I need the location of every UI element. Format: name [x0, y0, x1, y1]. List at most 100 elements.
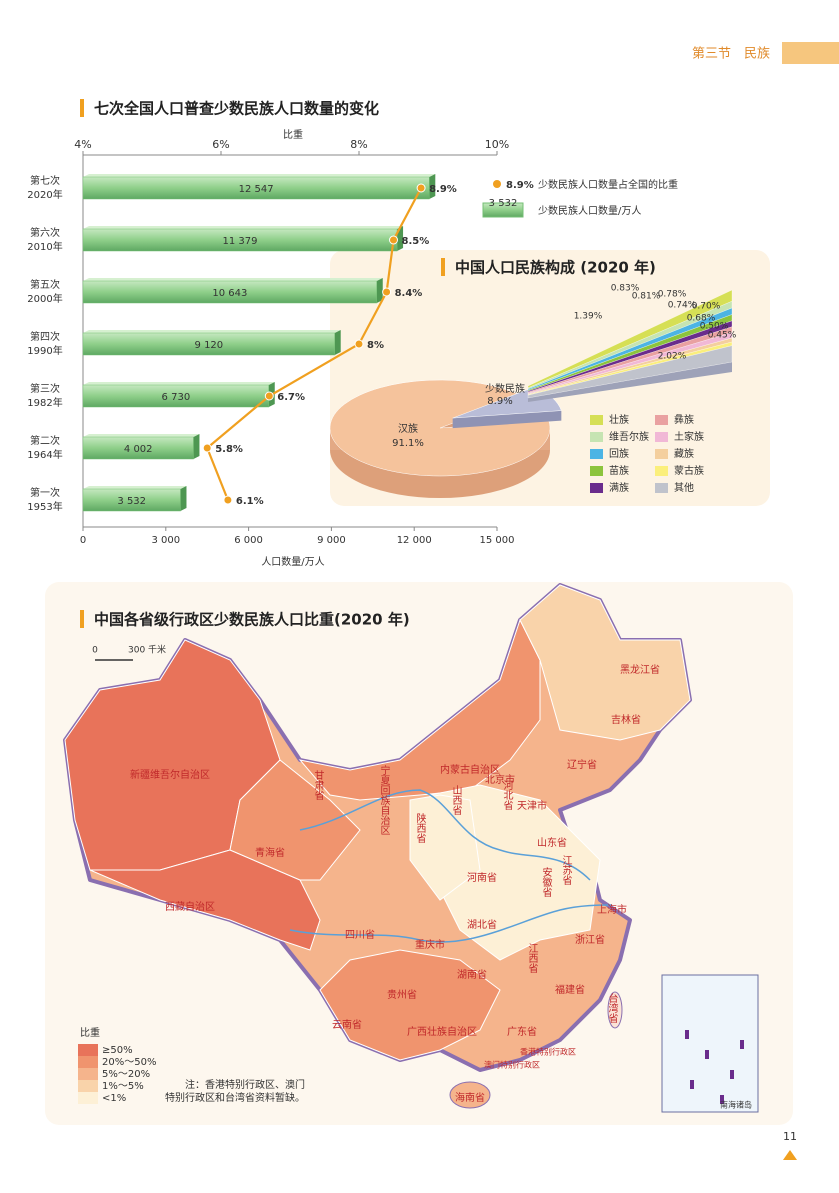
legend-label: 其他 — [674, 481, 694, 494]
province-label: 河南省 — [467, 871, 497, 884]
province-label: 黑龙江省 — [620, 663, 660, 676]
bar-top — [83, 330, 341, 333]
province-label: 浙江省 — [575, 933, 605, 946]
bar-value-label: 4 002 — [124, 444, 153, 455]
province-label: 香港特别行政区 — [520, 1047, 576, 1057]
share-label: 8.9% — [429, 184, 457, 195]
legend-swatch — [655, 432, 668, 442]
island-mark — [740, 1040, 744, 1049]
island-mark — [685, 1030, 689, 1039]
bar-value-label: 10 643 — [212, 288, 247, 299]
province-label: 台湾省 — [606, 992, 618, 1024]
x2-tick-label: 4% — [74, 138, 91, 151]
year-label: 1953年 — [27, 500, 62, 513]
fan-label: 0.45% — [708, 331, 737, 341]
province-label: 河北省 — [501, 780, 513, 811]
province-label: 重庆市 — [415, 938, 445, 951]
river — [299, 789, 591, 881]
legend-label: 少数民族人口数量占全国的比重 — [538, 178, 678, 191]
legend-label: 5%～20% — [102, 1069, 150, 1080]
legend-label: 藏族 — [674, 447, 694, 460]
legend-swatch — [655, 415, 668, 425]
share-label: 8.4% — [395, 288, 423, 299]
province-area — [89, 849, 321, 951]
legend-sample: 8.9% — [506, 180, 534, 191]
legend-swatch — [590, 449, 603, 459]
bar-top — [83, 434, 200, 437]
bar-end — [376, 278, 383, 303]
x-tick-label: 6 000 — [234, 535, 263, 546]
bar — [82, 488, 181, 512]
province-label: 甘肃省 — [312, 769, 324, 801]
island-mark — [705, 1050, 709, 1059]
bar-value-label: 9 120 — [195, 340, 224, 351]
bar-value-label: 6 730 — [162, 392, 191, 403]
share-dot — [354, 339, 364, 349]
legend-swatch — [655, 483, 668, 493]
chart-title: 七次全国人口普查少数民族人口数量的变化 — [94, 100, 379, 118]
legend-label: 回族 — [609, 447, 629, 460]
fan-segment — [527, 345, 733, 399]
title-bar — [441, 258, 445, 276]
legend-swatch — [590, 466, 603, 476]
bar-top — [83, 486, 187, 489]
share-label: 6.1% — [236, 496, 264, 507]
fan-label: 1.39% — [574, 312, 603, 322]
legend-label: ≥50% — [102, 1045, 133, 1056]
year-label: 2010年 — [27, 240, 62, 253]
share-label: 5.8% — [215, 444, 243, 455]
province-label: 西藏自治区 — [165, 900, 215, 913]
province-label: 湖南省 — [457, 968, 487, 981]
fan-depth — [528, 362, 732, 402]
bar-end — [334, 330, 341, 355]
category-label: 第五次 — [30, 278, 60, 291]
category-label: 第二次 — [30, 434, 60, 447]
province-label: 海南省 — [455, 1091, 485, 1104]
legend-swatch — [482, 202, 524, 218]
legend-swatch — [78, 1080, 98, 1092]
year-label: 2020年 — [27, 188, 62, 201]
province-label: 福建省 — [555, 983, 585, 996]
map-title: 中国各省级行政区少数民族人口比重(2020 年) — [94, 611, 410, 629]
fan-label: 0.74% — [668, 301, 697, 311]
legend-swatch — [78, 1092, 98, 1104]
province-label: 新疆维吾尔自治区 — [130, 768, 210, 781]
province-label: 辽宁省 — [567, 758, 597, 771]
province-label: 北京市 — [485, 773, 515, 786]
province-label: 江西省 — [526, 943, 538, 974]
map-note: 注：香港特别行政区、澳门 — [185, 1078, 305, 1091]
legend-swatch — [590, 415, 603, 425]
bar — [82, 176, 430, 200]
legend-sample: 3 532 — [489, 198, 518, 209]
fan-label: 0.68% — [687, 314, 716, 324]
x-tick-label: 9 000 — [317, 535, 346, 546]
title-bar — [80, 99, 84, 117]
pie-label: 汉族 — [398, 422, 418, 435]
province-area — [449, 1081, 491, 1109]
share-dot — [223, 495, 233, 505]
legend-label: 蒙古族 — [674, 464, 704, 477]
province-label: 吉林省 — [611, 713, 641, 726]
legend-label: 土家族 — [674, 430, 704, 443]
legend-label: 壮族 — [609, 413, 629, 426]
legend-label: 20%～50% — [102, 1057, 156, 1068]
bar-top — [83, 278, 383, 281]
province-label: 江苏省 — [560, 855, 572, 886]
island-mark — [720, 1095, 724, 1104]
province-label: 宁夏回族自治区 — [378, 764, 390, 835]
fan-label: 0.50% — [700, 322, 729, 332]
year-label: 1990年 — [27, 344, 62, 357]
province-label: 广西壮族自治区 — [407, 1025, 477, 1038]
province-label: 澳门特别行政区 — [484, 1060, 540, 1070]
pie-label: 少数民族 — [485, 382, 525, 395]
x2-tick-label: 10% — [485, 138, 509, 151]
category-label: 第三次 — [30, 382, 60, 395]
section-title: 第三节 民族 — [692, 46, 770, 62]
bar — [82, 332, 335, 356]
fan-label: 0.81% — [632, 292, 661, 302]
map-note: 特别行政区和台湾省资料暂缺。 — [165, 1091, 305, 1104]
category-label: 第六次 — [30, 226, 60, 239]
legend-swatch — [655, 466, 668, 476]
fan-label: 0.78% — [658, 290, 687, 300]
